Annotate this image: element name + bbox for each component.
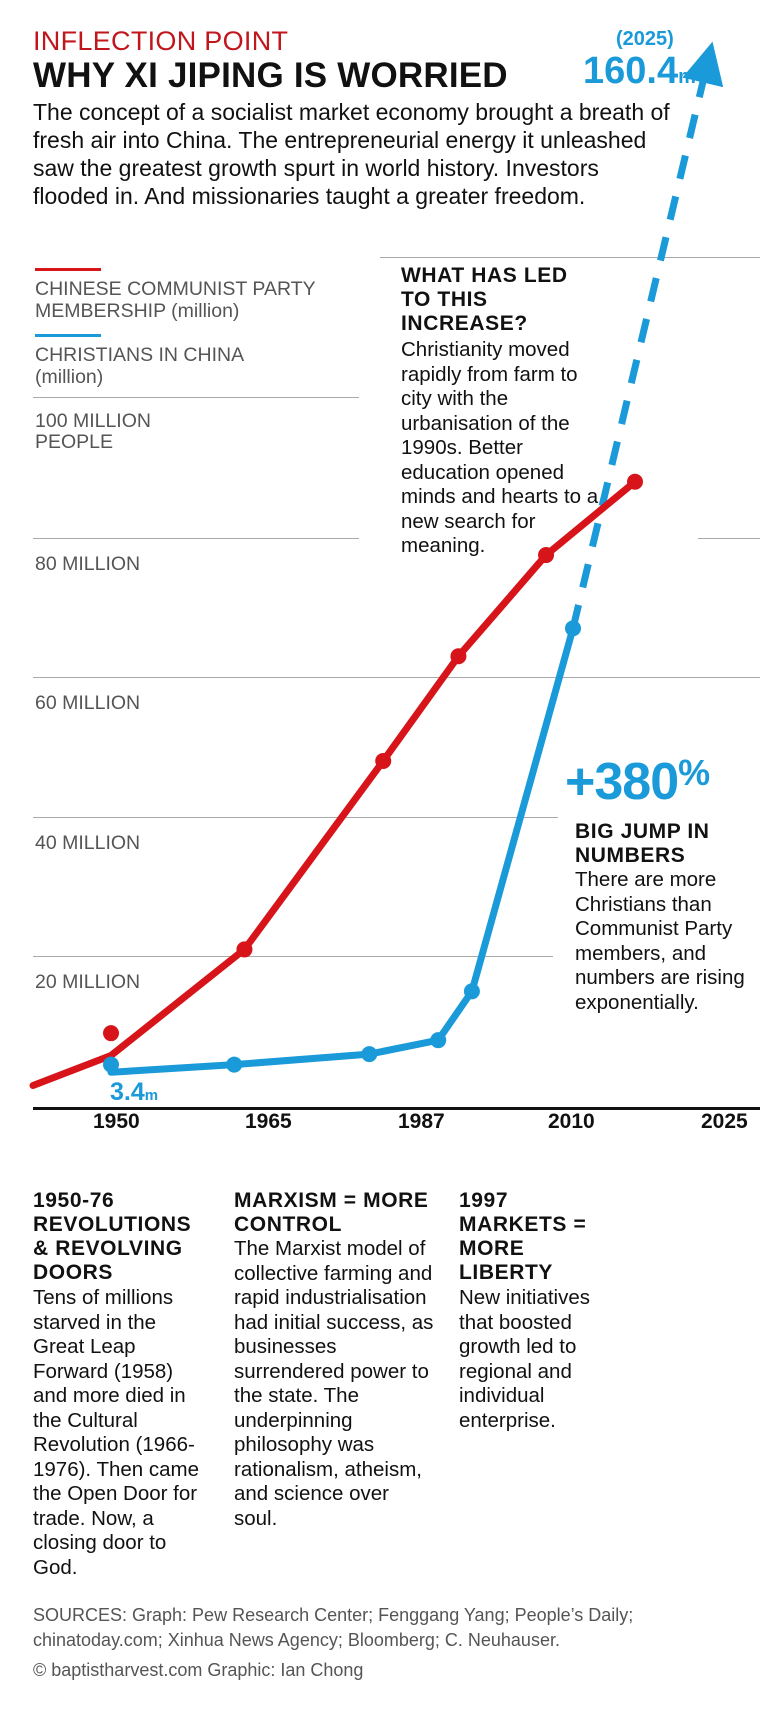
christians-point-1980 — [361, 1046, 378, 1063]
party-point-1963 — [236, 941, 253, 958]
credit: © baptistharvest.com Graphic: Ian Chong — [33, 1660, 364, 1680]
col3-body: New initiatives that boosted growth led … — [459, 1286, 591, 1432]
christians-projection-arrow — [569, 41, 724, 630]
christians-point-1962 — [226, 1056, 243, 1073]
headline: WHY XI JIPING IS WORRIED — [33, 56, 508, 95]
christians-point-1990 — [430, 1032, 447, 1049]
christians-point-1950 — [103, 1056, 119, 1073]
intro-text: The concept of a socialist market econom… — [33, 99, 670, 209]
gridline-100 — [33, 397, 359, 398]
jump-percent: +380% — [565, 752, 710, 812]
x-axis — [33, 1107, 760, 1110]
why-body: Christianity moved rapidly from farm to … — [401, 338, 599, 557]
col1-title: 1950-76 REVOLUTIONS & REVOLVING DOORS — [33, 1189, 192, 1284]
col1-body: Tens of millions starved in the Great Le… — [33, 1286, 200, 1579]
xtick-1987: 1987 — [398, 1110, 445, 1133]
xtick-2025: 2025 — [701, 1110, 748, 1133]
year-2025-label: (2025) — [616, 28, 674, 50]
christians-line — [107, 624, 577, 1076]
value-2025-number: 160.4 — [583, 50, 679, 92]
col2-body: The Marxist model of collective farming … — [234, 1237, 434, 1530]
ylabel-80: 80 MILLION — [35, 553, 141, 575]
value-2025-unit: m — [678, 66, 696, 88]
xtick-1965: 1965 — [245, 1110, 292, 1133]
sources: SOURCES: Graph: Pew Research Center; Fen… — [33, 1605, 634, 1650]
start-value-unit: m — [144, 1087, 159, 1104]
christians-point-2010 — [565, 620, 581, 637]
gridline-60 — [33, 677, 760, 678]
jump-body: There are more Christians than Communist… — [575, 868, 745, 1014]
legend-christians-label: CHRISTIANS IN CHINA (million) — [35, 344, 244, 388]
party-point-2016 — [627, 473, 643, 490]
gridline-20 — [33, 956, 553, 957]
rule-top — [380, 257, 760, 258]
gridline-40 — [33, 817, 558, 818]
gridline-80 — [33, 538, 359, 539]
party-line — [29, 478, 639, 1090]
col3-title: 1997 MARKETS = MORE LIBERTY — [459, 1189, 587, 1284]
jump-title: BIG JUMP IN NUMBERS — [575, 820, 710, 867]
jump-percent-sign: % — [678, 752, 710, 793]
party-point-2006 — [538, 547, 555, 564]
ylabel-40: 40 MILLION — [35, 832, 141, 854]
ylabel-100: 100 MILLION PEOPLE — [35, 410, 151, 453]
jump-percent-number: +380 — [565, 753, 679, 811]
col2-title: MARXISM = MORE CONTROL — [234, 1189, 429, 1236]
party-point-1950 — [103, 1025, 119, 1042]
start-value-label: 3.4m — [110, 1078, 158, 1107]
party-point-1982 — [375, 752, 392, 769]
xtick-1950: 1950 — [93, 1110, 140, 1133]
value-2025-label: 160.4m — [583, 50, 696, 93]
start-value-number: 3.4 — [110, 1078, 145, 1106]
legend-party-swatch — [35, 268, 101, 271]
ylabel-60: 60 MILLION — [35, 692, 141, 714]
ylabel-20: 20 MILLION — [35, 971, 141, 993]
legend-party-label: CHINESE COMMUNIST PARTY MEMBERSHIP (mill… — [35, 278, 316, 322]
legend-christians-swatch — [35, 334, 101, 337]
gridline-80-right — [698, 538, 760, 539]
why-title: WHAT HAS LED TO THIS INCREASE? — [401, 264, 568, 335]
party-point-1993 — [450, 648, 467, 665]
kicker: INFLECTION POINT — [33, 26, 289, 56]
xtick-2010: 2010 — [548, 1110, 595, 1133]
christians-point-1995 — [463, 983, 480, 1000]
